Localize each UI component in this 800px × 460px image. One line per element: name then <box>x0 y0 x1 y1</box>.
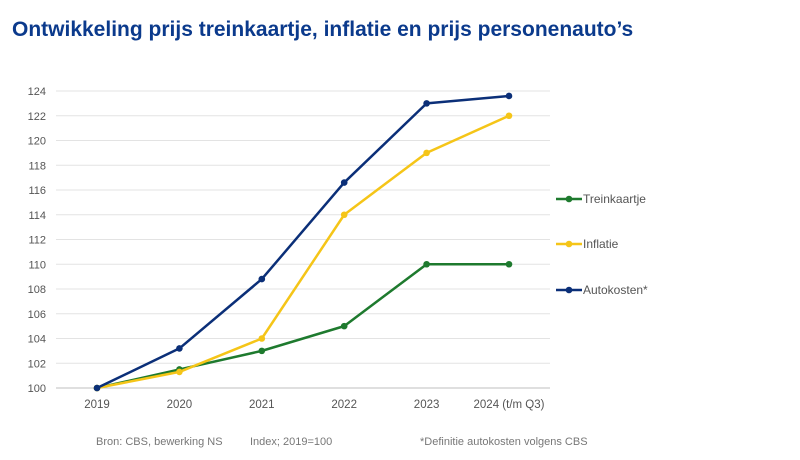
y-tick-label: 104 <box>28 334 46 346</box>
chart-title: Ontwikkeling prijs treinkaartje, inflati… <box>12 18 634 41</box>
x-tick-label: 2023 <box>414 399 440 411</box>
data-point <box>258 275 266 283</box>
y-tick-label: 108 <box>28 284 46 296</box>
y-tick-label: 112 <box>28 235 46 247</box>
grid-lines <box>56 90 550 389</box>
data-point <box>505 92 513 100</box>
x-tick-label: 2021 <box>249 399 275 411</box>
series-treinkaartje <box>93 260 513 392</box>
data-point <box>176 368 183 376</box>
series-line <box>95 263 511 390</box>
x-tick-label: 2022 <box>331 399 357 411</box>
y-tick-label: 106 <box>28 309 46 321</box>
legend-label: Treinkaartje <box>583 192 646 206</box>
data-point <box>505 260 513 268</box>
y-tick-label: 120 <box>28 136 46 148</box>
x-axis-ticks: 2019 2020 2021 2022 2023 2024 (t/m Q3) <box>84 399 544 411</box>
data-point <box>340 211 348 219</box>
data-point <box>258 335 266 342</box>
series-line <box>95 94 511 390</box>
y-tick-label: 102 <box>28 358 46 370</box>
data-point <box>423 149 430 157</box>
y-tick-label: 118 <box>28 160 46 172</box>
y-tick-label: 100 <box>28 383 46 395</box>
legend: Treinkaartje Inflatie Autokosten* <box>556 192 648 297</box>
legend-label: Inflatie <box>583 237 619 251</box>
x-tick-label: 2020 <box>167 399 193 411</box>
source-note: Bron: CBS, bewerking NS <box>96 436 223 448</box>
data-point <box>93 384 101 392</box>
y-tick-label: 122 <box>28 111 46 123</box>
legend-label: Autokosten* <box>583 283 648 297</box>
index-note: Index; 2019=100 <box>250 436 333 448</box>
data-point <box>176 345 183 352</box>
legend-swatch-marker <box>565 240 573 248</box>
y-tick-label: 110 <box>28 259 46 271</box>
legend-swatch-marker <box>565 195 573 203</box>
x-tick-label: 2019 <box>84 399 110 411</box>
data-point <box>505 112 513 120</box>
y-tick-label: 114 <box>28 210 46 222</box>
series-line <box>95 114 511 390</box>
data-point <box>423 260 430 268</box>
series-autokosten <box>93 92 513 392</box>
legend-swatch-marker <box>565 286 573 294</box>
series-lines <box>93 92 513 392</box>
y-tick-label: 124 <box>28 86 46 98</box>
series-inflatie <box>93 112 513 392</box>
data-point <box>258 347 266 355</box>
y-axis-ticks: 100 102 104 106 108 110 112 114 116 118 120 122 124 <box>28 86 46 395</box>
data-point <box>423 100 430 107</box>
y-tick-label: 116 <box>28 185 46 197</box>
data-point <box>340 322 348 330</box>
x-tick-label: 2024 (t/m Q3) <box>474 399 545 411</box>
definition-note: *Definitie autokosten volgens CBS <box>420 436 588 448</box>
data-point <box>340 179 348 186</box>
